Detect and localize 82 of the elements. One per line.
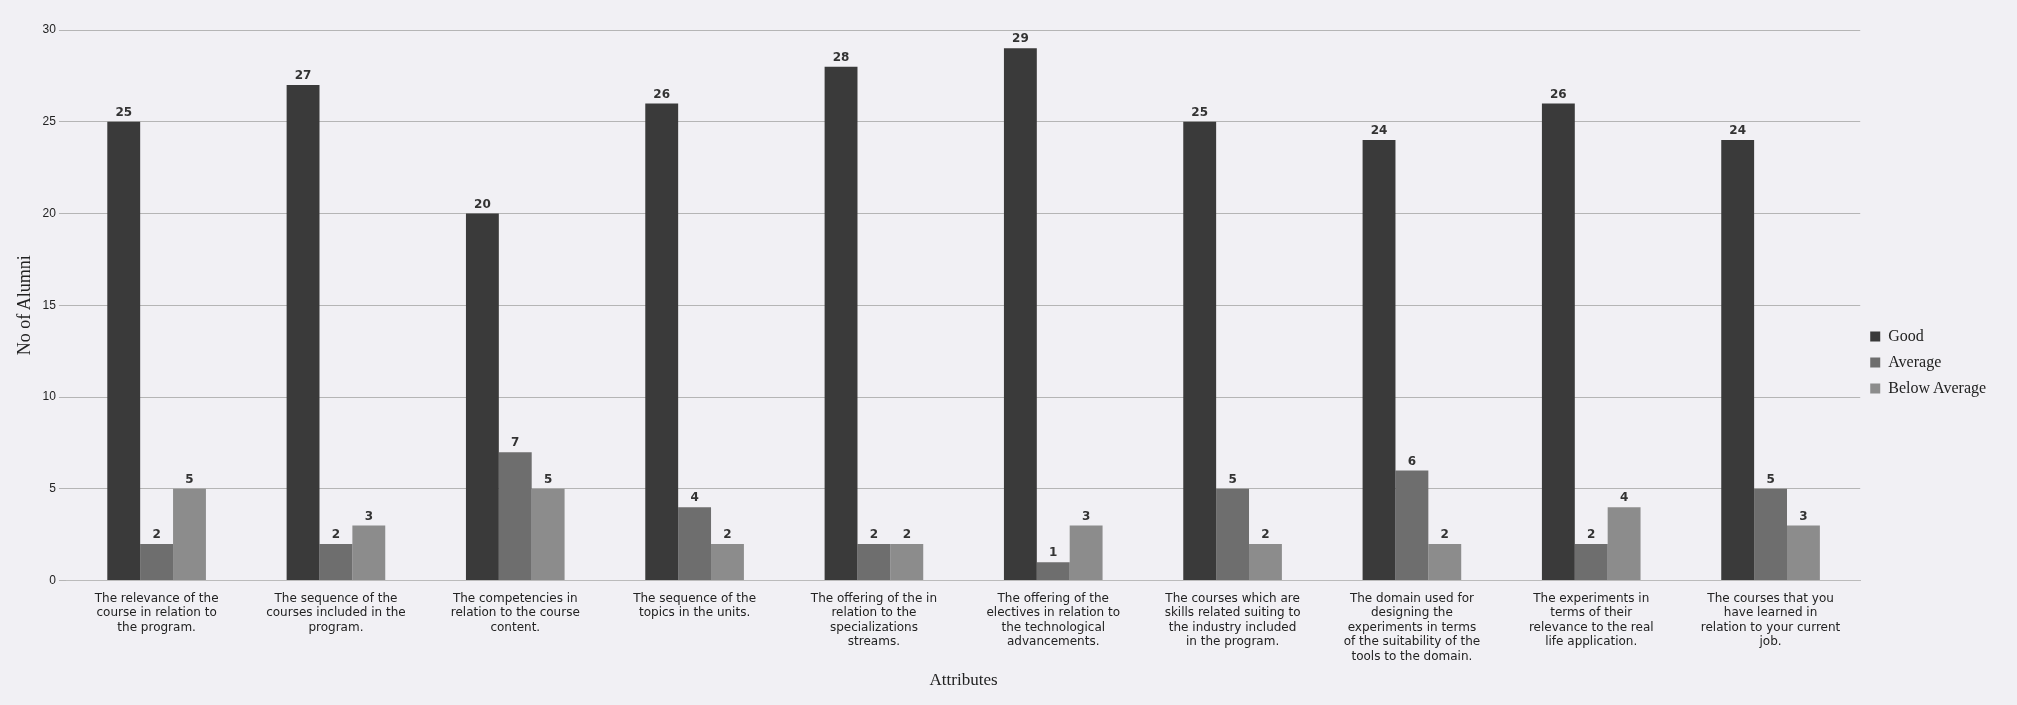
- x-axis-title: Attributes: [929, 670, 998, 690]
- data-label: 7: [511, 435, 520, 450]
- x-tick-label: The offering of the electives in relation to the technological advancements.: [986, 590, 1121, 649]
- data-label: 28: [832, 49, 850, 64]
- data-label: 5: [1228, 471, 1237, 486]
- bar: [1069, 525, 1103, 581]
- data-label: 25: [1191, 104, 1209, 119]
- legend-label: Good: [1888, 326, 1924, 344]
- data-label: 2: [1587, 527, 1596, 542]
- data-label: 24: [1729, 123, 1747, 138]
- bar: [1036, 562, 1070, 581]
- bar: [107, 121, 141, 581]
- bar: [1183, 121, 1217, 581]
- x-tick-label: The sequence of the topics in the units.: [632, 590, 757, 620]
- data-label: 3: [1799, 508, 1808, 523]
- bar: [1607, 507, 1641, 581]
- bar: [286, 85, 320, 581]
- bar: [890, 543, 924, 581]
- data-label: 5: [1766, 471, 1775, 486]
- x-tick-label: The courses that you have learned in relation to your current job.: [1700, 590, 1841, 649]
- x-tick-label: The offering of the in relation to the specializations streams.: [809, 590, 938, 649]
- data-label: 5: [185, 471, 194, 486]
- data-label: 24: [1370, 123, 1388, 138]
- y-tick-label: 20: [42, 205, 57, 220]
- bar: [678, 507, 712, 581]
- bar: [531, 488, 565, 581]
- bar: [1249, 543, 1282, 581]
- bar: [140, 543, 174, 581]
- data-label: 26: [1550, 86, 1567, 101]
- y-tick-label: 15: [42, 297, 57, 312]
- bar: [824, 66, 858, 581]
- bar: [1574, 543, 1608, 581]
- bar: [1003, 48, 1037, 581]
- bar: [857, 543, 891, 581]
- legend-label: Average: [1888, 352, 1942, 371]
- bar: [1787, 525, 1820, 581]
- y-tick-label: 5: [49, 481, 57, 496]
- legend-label: Below Average: [1888, 378, 1987, 397]
- bar: [1362, 140, 1396, 581]
- bar: [352, 525, 386, 581]
- bar: [1541, 103, 1575, 581]
- y-tick-label: 25: [42, 114, 57, 129]
- bar: [645, 103, 679, 581]
- data-label: 2: [152, 527, 161, 542]
- x-tick-label: The competencies in relation to the course content.: [450, 590, 580, 634]
- y-tick-label: 10: [42, 389, 57, 404]
- bar: [1754, 488, 1787, 581]
- data-label: 2: [1440, 527, 1449, 542]
- bar: [498, 452, 532, 581]
- y-tick-label: 30: [42, 22, 57, 37]
- data-label: 29: [1012, 31, 1029, 46]
- bar: [173, 488, 206, 581]
- data-label: 3: [364, 508, 373, 523]
- bar: [1216, 488, 1250, 581]
- x-tick-label: The courses which are skills related suiting to the industry included in the program.: [1164, 590, 1301, 649]
- data-label: 2: [902, 527, 911, 542]
- bar: [1428, 543, 1462, 581]
- data-label: 6: [1407, 453, 1417, 468]
- x-tick-label: The experiments in terms of their relevance to the real life application.: [1528, 590, 1654, 649]
- x-tick-label: The domain used for designing the experiments in terms of the suitability of the tools to the domain.: [1343, 590, 1481, 663]
- data-label: 4: [690, 490, 699, 505]
- data-label: 1: [1049, 545, 1058, 560]
- data-label: 25: [115, 104, 133, 119]
- data-label: 4: [1619, 490, 1629, 505]
- data-label: 2: [1261, 527, 1270, 542]
- bar: [319, 543, 353, 581]
- x-tick-label: The sequence of the courses included in the program.: [266, 590, 406, 634]
- data-label: 2: [723, 527, 732, 542]
- data-label: 27: [294, 68, 312, 83]
- data-label: 20: [474, 196, 491, 211]
- y-tick-label: 0: [49, 572, 57, 587]
- data-label: 2: [869, 527, 879, 542]
- y-axis-title: No of Alumni: [13, 255, 34, 356]
- bar: [1721, 140, 1755, 581]
- data-label: 2: [331, 527, 341, 542]
- data-label: 26: [653, 86, 671, 101]
- bar: [465, 213, 499, 581]
- bar: [711, 543, 744, 581]
- data-label: 3: [1081, 508, 1091, 523]
- data-label: 5: [543, 471, 553, 486]
- bar: [1395, 470, 1429, 581]
- x-tick-label: The relevance of the course in relation to the program.: [93, 590, 219, 634]
